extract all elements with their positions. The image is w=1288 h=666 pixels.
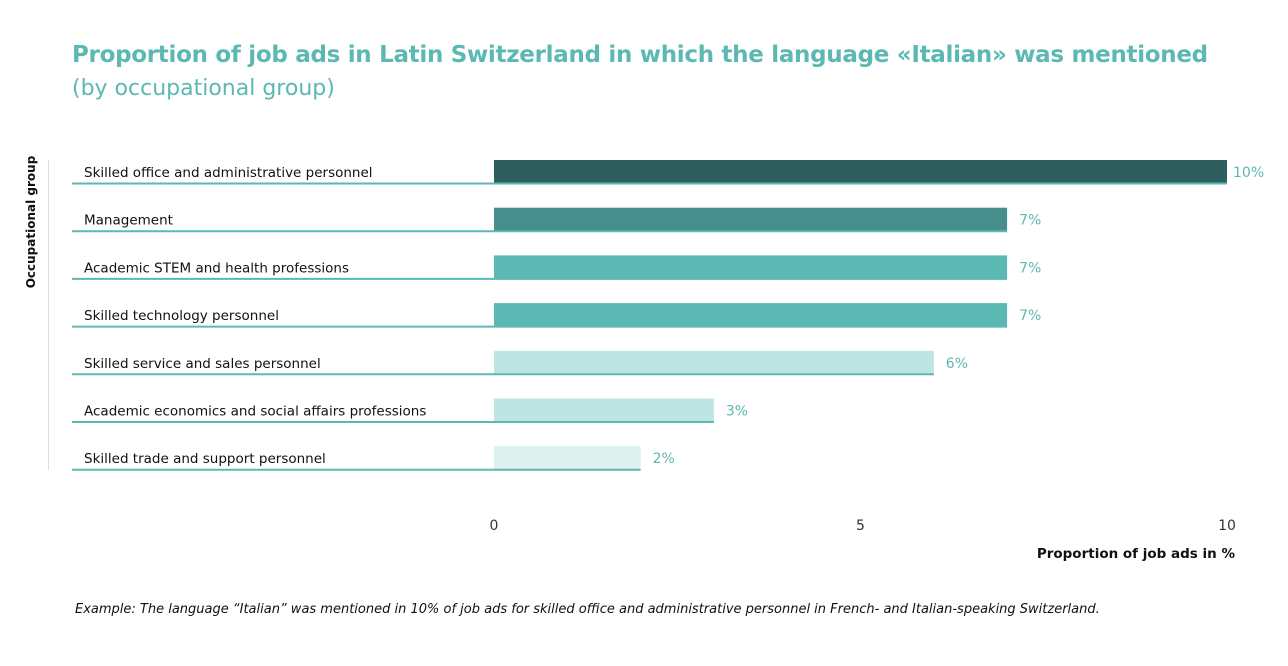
example-note: Example: The language “Italian” was ment… [75,602,1100,617]
bar [494,446,641,471]
value-label: 7% [1019,260,1041,276]
category-label: Skilled trade and support personnel [84,451,326,467]
x-tick-label: 0 [490,518,499,534]
category-label: Academic economics and social affairs pr… [84,404,426,420]
chart-title: Proportion of job ads in Latin Switzerla… [72,42,1208,68]
value-label: 10% [1233,165,1264,181]
bar [494,207,1008,232]
category-label: Skilled technology personnel [84,308,279,324]
category-label: Management [84,213,173,229]
y-axis-line [48,160,49,470]
x-tick-label: 5 [856,518,865,534]
bar [494,303,1008,328]
chart-subtitle: (by occupational group) [72,76,335,101]
value-label: 3% [726,404,748,420]
x-axis-label: Proportion of job ads in % [1036,546,1235,562]
bar [494,160,1227,184]
bar [494,255,1008,280]
category-label: Skilled service and sales personnel [84,356,321,372]
bar [494,398,714,423]
value-label: 2% [653,451,675,467]
x-tick-label: 10 [1218,518,1236,534]
category-label: Academic STEM and health professions [84,260,349,276]
value-label: 7% [1019,308,1041,324]
value-label: 6% [946,356,968,372]
value-label: 7% [1019,213,1041,229]
category-label: Skilled office and administrative person… [84,165,373,181]
bar [494,350,934,375]
